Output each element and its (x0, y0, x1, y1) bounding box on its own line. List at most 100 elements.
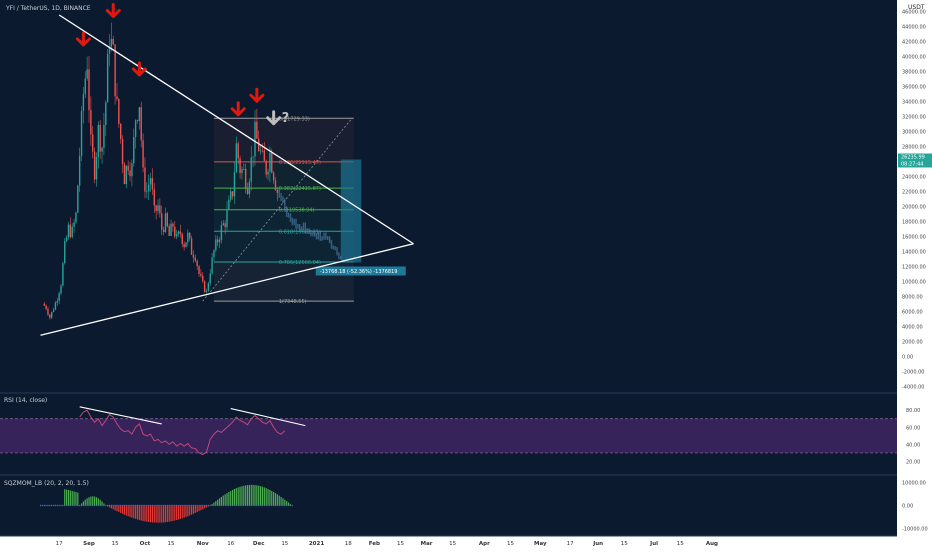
sqzmom-bar (157, 505, 159, 523)
sqzmom-bar (103, 503, 105, 506)
time-axis[interactable]: 17 Sep 15 Oct 15 Nov 16 Dec 15 2021 18 Feb 15 Mar 15 Ap… (56, 541, 718, 547)
candle-body (248, 181, 251, 195)
sqzmom-bar (269, 489, 271, 506)
sqzmom-bar (250, 484, 252, 506)
sqzmom-dot (200, 504, 202, 507)
candle-body (222, 223, 224, 226)
rsi-tick-label: 60.00 (906, 425, 920, 431)
candle-body (185, 242, 187, 248)
sqzmom-bar (95, 497, 98, 506)
candle-body (118, 98, 120, 124)
sqzmom-dot (183, 504, 185, 507)
candle-body (192, 254, 195, 258)
time-tick-label: May (534, 541, 547, 547)
time-tick-label: Apr (479, 541, 490, 547)
price-tick-label: 40000.00 (902, 54, 926, 60)
sqzmom-bar (211, 504, 213, 506)
sqzmom-dot (209, 504, 211, 507)
sqzmom-dot (192, 504, 195, 507)
sqzmom-dot (127, 504, 129, 507)
trendline (58, 14, 414, 245)
candle-body (101, 147, 103, 152)
candle-body (200, 273, 202, 276)
sqzmom-bar (138, 505, 140, 521)
sqzmom-dot (239, 504, 241, 507)
sqzmom-dot (213, 504, 215, 507)
candle-body (155, 205, 157, 212)
sqzmom-dot (129, 504, 131, 507)
projection-candle (330, 239, 333, 249)
sqzmom-tick-label: -10000.00 (902, 526, 928, 532)
price-tick-label: 14000.00 (902, 249, 926, 255)
sqzmom-dot (155, 504, 157, 507)
price-axis[interactable]: 46000.00 44000.00 42000.00 40000.00 38000.00… (902, 9, 928, 532)
gray-arrow-icon (266, 110, 282, 126)
sqzmom-bar (271, 490, 273, 506)
sqzmom-bar (248, 484, 250, 506)
candle-body (213, 250, 215, 258)
squeeze-momentum-pane (39, 484, 293, 523)
sqzmom-dot (123, 504, 126, 507)
sqzmom-dot (73, 504, 75, 507)
sqzmom-bar (88, 497, 90, 506)
sqzmom-dot (274, 504, 277, 507)
sqzmom-dot (246, 504, 249, 507)
fib-level-label: 0.618(16662.01) (279, 229, 321, 235)
sqzmom-dot (203, 504, 206, 507)
price-tick-label: 38000.00 (902, 69, 926, 75)
time-tick-label: Oct (140, 541, 151, 547)
candle-body (226, 209, 228, 228)
sqzmom-dot (47, 504, 49, 507)
sqzmom-bar (187, 505, 189, 517)
sqzmom-tick-label: 0.00 (902, 504, 913, 510)
sqzmom-bar (176, 505, 178, 521)
sqzmom-dot (78, 504, 81, 507)
sqzmom-bar (267, 488, 269, 506)
sqzmom-bar (174, 505, 176, 521)
candle-body (116, 96, 118, 99)
price-tick-label: 24000.00 (902, 174, 926, 180)
sqzmom-bar (185, 505, 187, 517)
candle-body (153, 189, 155, 206)
projection-candle (304, 222, 307, 234)
sqzmom-bar (200, 505, 202, 511)
sqzmom-bar (252, 484, 254, 506)
sqzmom-dot (92, 504, 94, 507)
sqzmom-bar (155, 505, 157, 523)
sqzmom-bar (69, 490, 71, 506)
sqzmom-dot (69, 504, 72, 507)
candle-body (179, 231, 182, 234)
down-arrow-icon (75, 31, 91, 47)
candle-body (265, 160, 267, 175)
time-tick-label: 15 (281, 541, 288, 547)
sqzmom-bar (181, 505, 183, 519)
fib-level-label: 0(31729.33) (279, 116, 310, 122)
sqzmom-dot (71, 504, 73, 507)
sqzmom-dot (86, 504, 88, 507)
sqzmom-bar (256, 485, 258, 506)
sqzmom-bar (66, 489, 68, 506)
sqzmom-dot (248, 504, 251, 507)
candle-body (78, 155, 81, 186)
projection-candle (284, 198, 286, 211)
candle-body (228, 199, 230, 210)
sqzmom-dot (153, 504, 155, 507)
rsi-pane (0, 406, 897, 456)
sqzmom-dot (120, 504, 122, 507)
sqzmom-dot (237, 504, 239, 507)
sqzmom-dot (177, 504, 180, 507)
measure-box (340, 159, 362, 263)
price-tick-label: 20000.00 (902, 204, 926, 210)
candle-body (177, 231, 180, 235)
time-tick-label: 17 (567, 541, 574, 547)
projection-path (278, 188, 342, 260)
time-tick-label: 15 (507, 541, 514, 547)
sqzmom-dot (194, 504, 197, 507)
sqzmom-bar (217, 499, 219, 506)
sqzmom-dot (272, 504, 275, 507)
price-tick-label: 32000.00 (902, 114, 926, 120)
sqzmom-bar (127, 505, 129, 517)
down-arrow-icon (230, 101, 246, 117)
candle-body (138, 107, 141, 122)
